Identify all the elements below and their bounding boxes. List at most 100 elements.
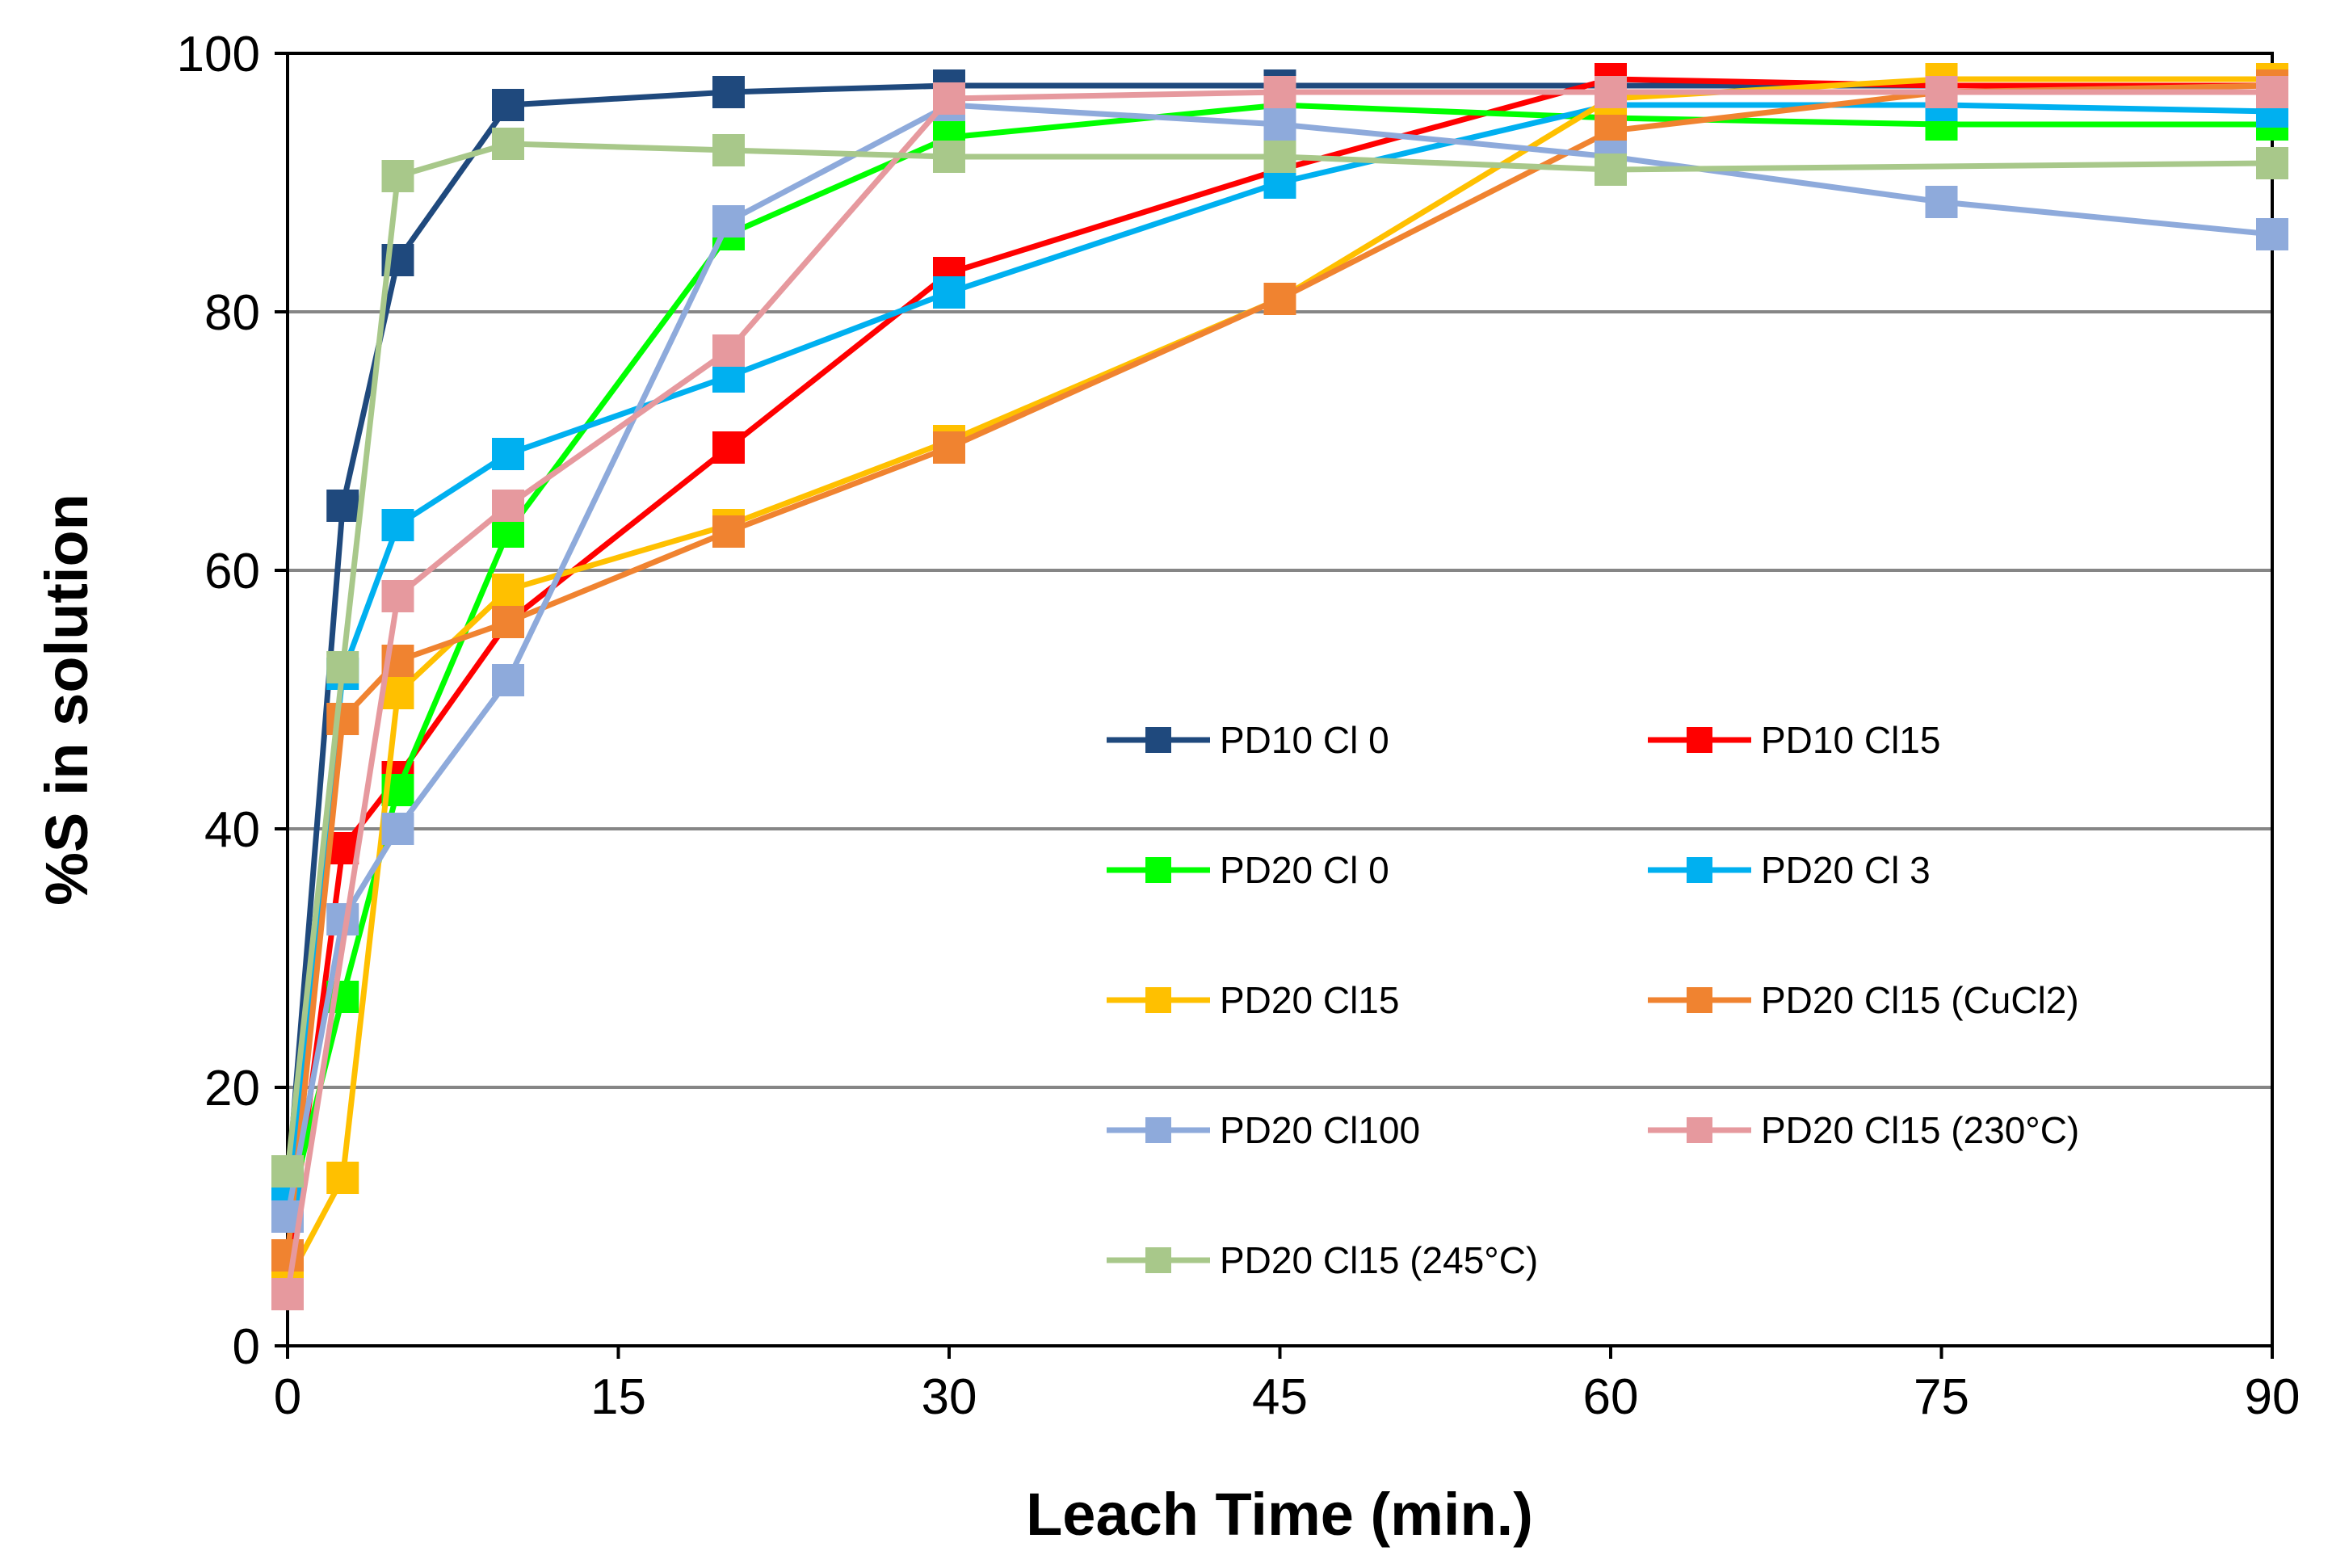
- series-pd20-cl15-230-c: [271, 76, 2288, 1310]
- data-point: [2256, 76, 2288, 108]
- x-tick-label: 75: [1914, 1369, 1969, 1425]
- series-pd20-cl15-cucl2: [271, 69, 2288, 1272]
- data-point: [2256, 218, 2288, 250]
- data-point: [381, 509, 414, 541]
- legend-item: PD20 Cl 0: [1107, 849, 1389, 891]
- x-tick-label: 45: [1252, 1369, 1308, 1425]
- y-tick-label: 100: [177, 27, 260, 82]
- legend-item: PD10 Cl15: [1648, 719, 1940, 761]
- legend-label: PD20 Cl15 (245°C): [1220, 1239, 1538, 1281]
- legend-swatch-marker: [1145, 727, 1171, 753]
- data-point: [271, 1239, 304, 1272]
- series-line: [284, 102, 2273, 1217]
- legend-label: PD10 Cl15: [1761, 719, 1940, 761]
- x-tick-label: 15: [590, 1369, 646, 1425]
- x-tick-label: 60: [1583, 1369, 1639, 1425]
- legend-swatch-marker: [1687, 987, 1712, 1013]
- data-point: [326, 1162, 359, 1194]
- legend-label: PD10 Cl 0: [1220, 719, 1389, 761]
- series-pd10-cl-0: [271, 69, 2288, 1207]
- legend-swatch-marker: [1145, 1247, 1171, 1273]
- legend-swatch-marker: [1145, 857, 1171, 883]
- data-point: [933, 82, 965, 115]
- data-point: [1925, 186, 1958, 218]
- data-point: [492, 128, 524, 160]
- series-group: [271, 63, 2288, 1310]
- series-line: [284, 76, 2272, 1269]
- legend-item: PD10 Cl 0: [1107, 719, 1389, 761]
- y-tick-label: 0: [233, 1319, 260, 1375]
- data-point: [2256, 147, 2288, 179]
- data-point: [381, 580, 414, 612]
- data-point: [492, 574, 524, 606]
- data-point: [1263, 283, 1296, 315]
- data-point: [933, 141, 965, 173]
- series-pd10-cl15: [271, 63, 2288, 1284]
- series-line: [284, 102, 2273, 1204]
- legend-item: PD20 Cl15 (CuCl2): [1648, 979, 2079, 1021]
- series-pd20-cl-0: [271, 89, 2288, 1233]
- data-point: [1263, 108, 1296, 141]
- data-point: [492, 89, 524, 121]
- legend-label: PD20 Cl100: [1220, 1109, 1420, 1151]
- data-point: [1595, 76, 1627, 108]
- legend-label: PD20 Cl 3: [1761, 849, 1931, 891]
- legend-item: PD20 Cl15: [1107, 979, 1399, 1021]
- data-point: [381, 160, 414, 192]
- legend-item: PD20 Cl 3: [1648, 849, 1931, 891]
- legend-swatch-marker: [1145, 1117, 1171, 1143]
- x-tick-label: 30: [922, 1369, 977, 1425]
- data-point: [492, 664, 524, 696]
- legend-item: PD20 Cl100: [1107, 1109, 1420, 1151]
- data-point: [1595, 153, 1627, 186]
- data-point: [712, 205, 745, 238]
- legend-label: PD20 Cl15: [1220, 979, 1399, 1021]
- data-point: [326, 703, 359, 735]
- data-point: [712, 431, 745, 464]
- series-pd20-cl15-245-c: [271, 128, 2288, 1188]
- data-point: [492, 490, 524, 522]
- x-tick-label: 0: [274, 1369, 301, 1425]
- data-point: [712, 515, 745, 548]
- data-point: [492, 606, 524, 638]
- data-point: [933, 431, 965, 464]
- legend-swatch-marker: [1687, 1117, 1712, 1143]
- legend-label: PD20 Cl 0: [1220, 849, 1389, 891]
- series-pd20-cl100: [271, 89, 2288, 1233]
- legend-label: PD20 Cl15 (230°C): [1761, 1109, 2079, 1151]
- series-line: [284, 76, 2272, 1283]
- data-point: [712, 334, 745, 367]
- y-tick-label: 40: [204, 802, 260, 858]
- data-point: [492, 438, 524, 470]
- legend-item: PD20 Cl15 (230°C): [1648, 1109, 2079, 1151]
- x-tick-label: 90: [2245, 1369, 2300, 1425]
- series-line: [284, 82, 2272, 1192]
- data-point: [381, 813, 414, 845]
- legend: PD10 Cl 0 PD10 Cl15 PD20 Cl 0 PD20 Cl 3 PD20…: [1107, 719, 2079, 1281]
- legend-label: PD20 Cl15 (CuCl2): [1761, 979, 2079, 1021]
- data-point: [271, 1278, 304, 1310]
- axis-ticks: 0 20 40 60 80 100 0 15 30 45 60 75 90: [177, 27, 2300, 1425]
- series-pd20-cl-3: [271, 89, 2288, 1220]
- legend-item: PD20 Cl15 (245°C): [1107, 1239, 1538, 1281]
- data-point: [271, 1155, 304, 1188]
- plot-area-frame: [286, 52, 2274, 1347]
- legend-swatch-marker: [1687, 727, 1712, 753]
- y-tick-label: 80: [204, 285, 260, 341]
- data-point: [712, 76, 745, 108]
- data-point: [1925, 76, 1958, 108]
- data-point: [933, 276, 965, 309]
- y-tick-label: 60: [204, 544, 260, 599]
- data-point: [712, 134, 745, 166]
- data-point: [326, 651, 359, 683]
- data-point: [1263, 76, 1296, 108]
- legend-swatch-marker: [1145, 987, 1171, 1013]
- data-point: [326, 490, 359, 522]
- series-line: [284, 102, 2272, 1217]
- series-line: [284, 82, 2273, 1256]
- y-tick-label: 20: [204, 1061, 260, 1116]
- data-point: [1263, 141, 1296, 173]
- x-axis-title: Leach Time (min.): [1026, 1481, 1533, 1548]
